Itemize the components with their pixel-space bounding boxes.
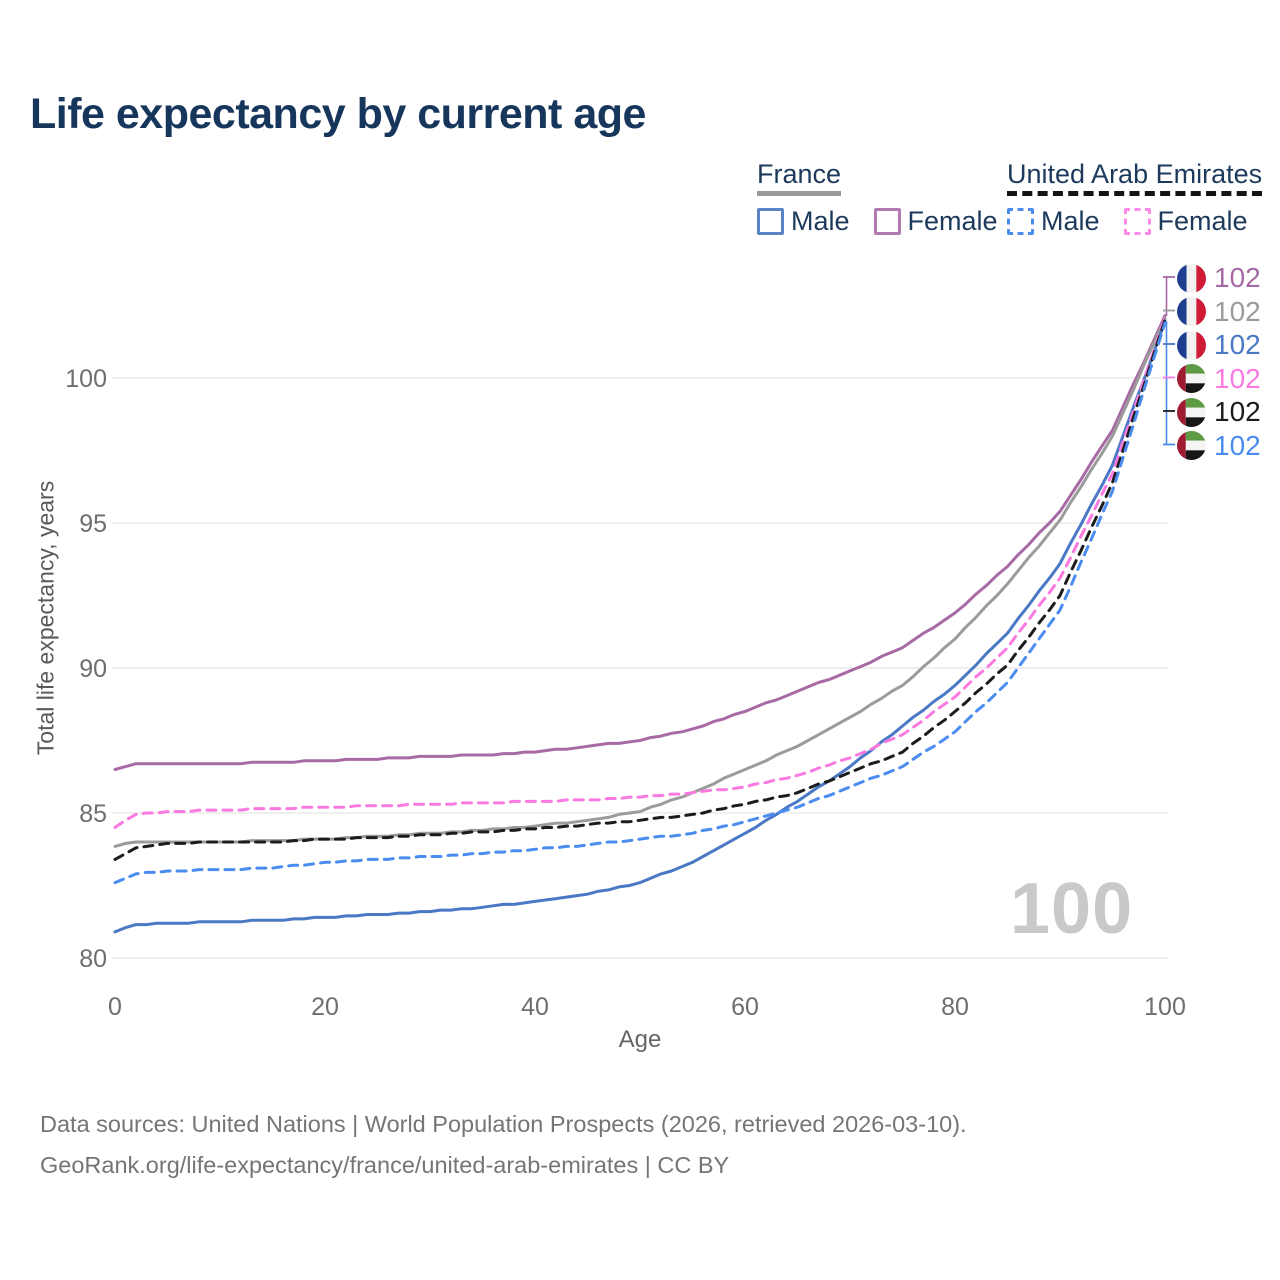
legend-swatch-icon [1007,208,1034,236]
legend-item-france-female[interactable]: Female [873,206,998,237]
legend-swatch-icon [873,208,901,236]
x-tick-label: 80 [941,993,969,1021]
y-tick-label: 90 [79,655,107,683]
france-flag-icon [1177,263,1206,293]
uae-flag-icon [1177,364,1206,393]
legend-item-label: Female [907,206,998,237]
legend-header-uae: United Arab Emirates [1007,160,1263,197]
x-tick-label: 100 [1144,993,1186,1021]
legend-group-uae: United Arab Emirates Male Female [1007,160,1263,237]
uae-flag-icon [1177,397,1206,427]
series-line-united-arab-emirates-male[interactable] [113,321,1167,885]
legend-item-label: Female [1157,206,1248,237]
y-tick-label: 95 [79,510,107,538]
france-flag-icon [1177,297,1206,326]
uae-flag-icon [1177,431,1206,460]
legend-item-label: Male [1041,206,1100,237]
y-tick-label: 85 [79,800,107,828]
end-label-united-arab-emirates-female: 102 [1177,363,1261,395]
end-label-france-female: 102 [1177,262,1261,294]
age-watermark: 100 [1010,869,1134,949]
end-label-france-average: 102 [1177,296,1261,328]
footer: Data sources: United Nations | World Pop… [40,1104,967,1186]
legend-item-uae-male[interactable]: Male [1007,206,1100,237]
x-tick-label: 0 [108,993,122,1021]
end-label-value: 102 [1214,295,1261,327]
y-tick-label: 100 [65,365,107,393]
end-label-united-arab-emirates-average: 102 [1177,396,1261,428]
x-tick-label: 20 [311,993,339,1021]
legend-item-label: Male [791,206,850,237]
legend-group-france: France Male Female [757,160,998,237]
legend-header-france: France [757,160,842,197]
series-line-united-arab-emirates-female[interactable] [113,315,1167,829]
y-axis-title: Total life expectancy, years [32,480,59,756]
footer-sources: Data sources: United Nations | World Pop… [40,1111,967,1137]
series-line-france-average[interactable] [113,317,1167,848]
series-line-france-female[interactable] [113,314,1167,771]
end-label-value: 102 [1214,429,1261,461]
footer-attribution: GeoRank.org/life-expectancy/france/unite… [40,1152,730,1178]
page-title: Life expectancy by current age [30,90,646,138]
end-label-value: 102 [1214,262,1261,293]
x-tick-label: 60 [731,993,759,1021]
legend-swatch-icon [1123,208,1151,236]
y-tick-label: 80 [79,945,107,973]
x-tick-label: 40 [521,993,549,1021]
x-axis-title: Age [618,1026,662,1053]
end-label-value: 102 [1214,329,1261,360]
end-label-united-arab-emirates-male: 102 [1177,430,1261,462]
end-label-value: 102 [1214,362,1261,394]
france-flag-icon [1177,330,1206,360]
end-label-value: 102 [1214,396,1261,427]
legend-item-uae-female[interactable]: Female [1123,206,1248,237]
series-line-france-male[interactable] [113,319,1167,934]
legend-item-france-male[interactable]: Male [757,206,850,237]
legend-swatch-icon [757,208,784,236]
series-line-united-arab-emirates-average[interactable] [113,318,1167,861]
end-label-france-male: 102 [1177,329,1261,361]
